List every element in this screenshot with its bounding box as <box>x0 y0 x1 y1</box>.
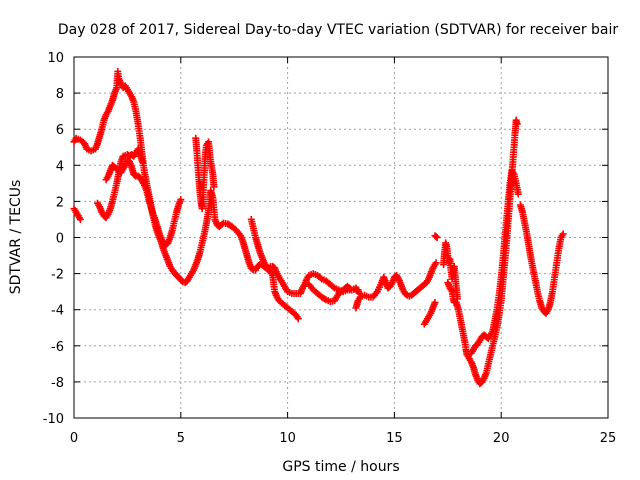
x-tick-label: 5 <box>177 431 185 446</box>
data-point <box>316 274 324 282</box>
data-point <box>138 158 146 166</box>
y-tick-label: 2 <box>56 195 64 210</box>
data-series <box>93 145 146 222</box>
y-tick-label: 4 <box>56 159 64 174</box>
x-axis-label: GPS time / hours <box>282 459 399 475</box>
axis-ticks <box>73 56 609 419</box>
chart-title: Day 028 of 2017, Sidereal Day-to-day VTE… <box>58 22 619 38</box>
x-tick-labels: 0 5 10 15 20 25 <box>70 431 616 446</box>
data-point <box>177 196 185 204</box>
x-tick-label: 10 <box>279 431 296 446</box>
data-point <box>210 183 218 191</box>
y-tick-label: -6 <box>51 340 64 355</box>
y-tick-label: 6 <box>56 123 64 138</box>
data-point <box>432 233 440 241</box>
y-tick-label: 8 <box>56 87 64 102</box>
y-tick-labels: -10 -8 -6 -4 -2 0 2 4 6 8 10 <box>43 51 64 427</box>
y-tick-label: -10 <box>43 412 64 427</box>
data-series <box>467 167 522 357</box>
x-tick-label: 0 <box>70 431 78 446</box>
y-tick-label: 0 <box>56 232 64 247</box>
x-tick-label: 20 <box>493 431 510 446</box>
data-point <box>329 283 337 291</box>
data-series <box>420 298 439 328</box>
y-axis-label: SDTVAR / TECUs <box>8 180 24 295</box>
grid <box>74 57 608 418</box>
data-series <box>516 201 567 317</box>
data-series <box>440 239 461 303</box>
data-point <box>433 234 441 241</box>
x-tick-label: 15 <box>386 431 403 446</box>
data-series <box>247 215 302 323</box>
data-series <box>444 116 521 388</box>
data-series <box>305 280 363 306</box>
data-point <box>514 190 522 198</box>
data-point <box>248 265 256 273</box>
data-series <box>352 259 440 312</box>
data-series <box>70 205 84 223</box>
data-point <box>321 295 329 303</box>
y-tick-label: 10 <box>47 51 64 66</box>
data-point <box>76 215 84 223</box>
data-point <box>431 298 439 306</box>
data-point <box>432 259 440 267</box>
data-points <box>70 67 567 388</box>
y-tick-label: -2 <box>51 268 64 283</box>
x-tick-label: 25 <box>600 431 617 446</box>
data-series <box>192 134 218 213</box>
y-tick-label: -4 <box>51 304 64 319</box>
data-point <box>559 230 567 238</box>
y-tick-label: -8 <box>51 376 64 391</box>
data-point <box>294 315 302 323</box>
data-point <box>131 171 139 179</box>
data-series <box>431 232 441 241</box>
data-point <box>513 120 521 128</box>
